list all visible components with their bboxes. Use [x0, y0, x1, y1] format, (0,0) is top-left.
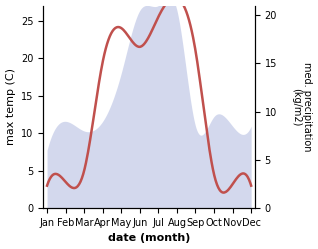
- X-axis label: date (month): date (month): [108, 234, 190, 244]
- Y-axis label: max temp (C): max temp (C): [5, 68, 16, 145]
- Y-axis label: med. precipitation
(kg/m2): med. precipitation (kg/m2): [291, 62, 313, 152]
